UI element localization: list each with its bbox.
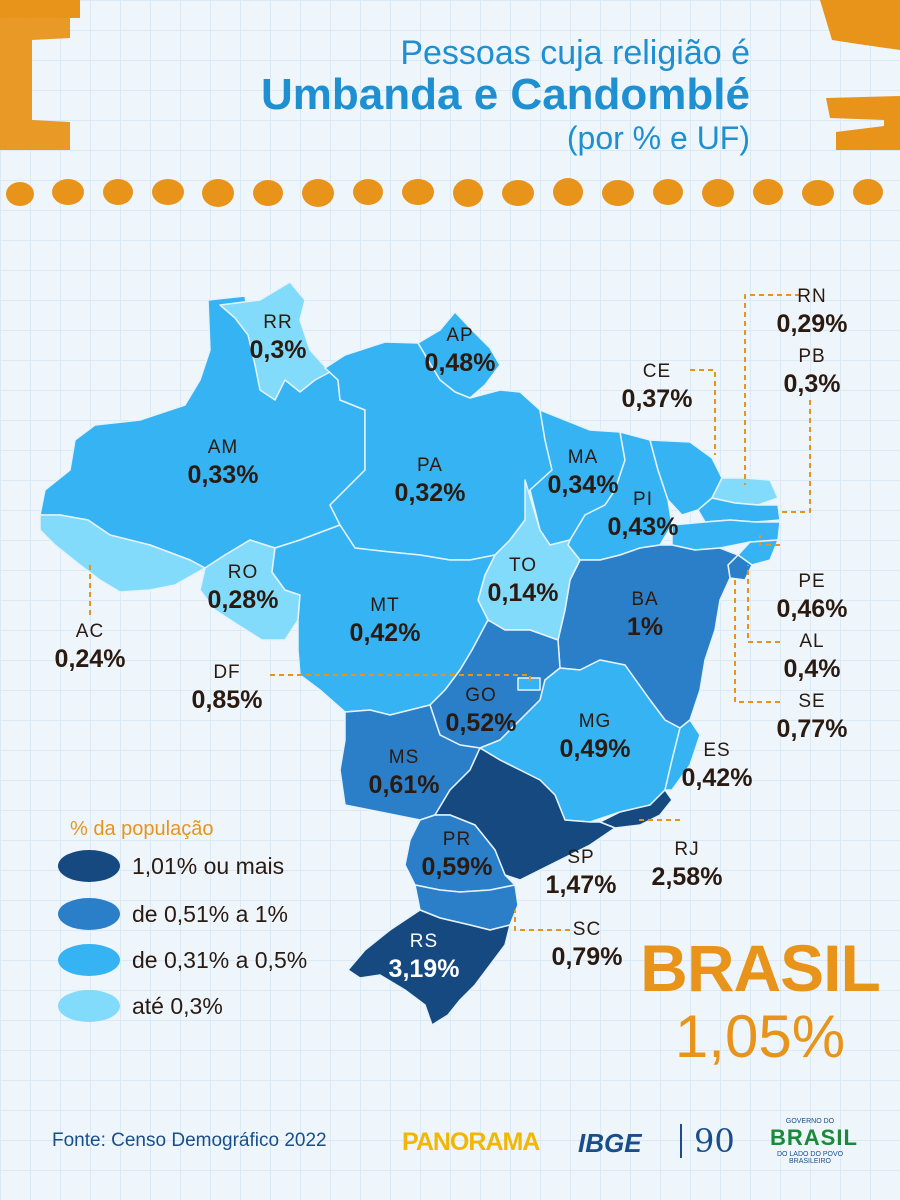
label-MA: MA 0,34% (547, 447, 619, 499)
label-AM: AM 0,33% (187, 437, 259, 489)
gov-logo-top: GOVERNO DO (785, 1118, 835, 1125)
ibge-logo: IBGE (578, 1128, 642, 1158)
label-AC: AC 0,24% (54, 621, 126, 673)
label-RS: RS 3,19% (388, 931, 460, 983)
gov-logo-main: BRASIL (770, 1125, 858, 1150)
legend-item-tier3: de 0,31% a 0,5% (58, 942, 307, 978)
legend-swatch (58, 898, 120, 930)
label-DF: DF 0,85% (191, 662, 263, 714)
legend-label: de 0,51% a 1% (132, 900, 289, 927)
source-note: Fonte: Censo Demográfico 2022 (52, 1130, 327, 1151)
legend-swatch (58, 850, 120, 882)
leader-lines (89, 294, 811, 931)
leader-DF (270, 674, 531, 684)
label-PR: PR 0,59% (421, 829, 493, 881)
leader-AL (747, 565, 780, 643)
panorama-logo: PANORAMA (402, 1128, 540, 1156)
legend-swatch (58, 990, 120, 1022)
label-TO: TO 0,14% (487, 555, 559, 607)
label-PE: PE 0,46% (776, 571, 848, 623)
label-GO: GO 0,52% (445, 685, 517, 737)
label-PB: PB 0,3% (783, 346, 841, 398)
brasil-value: 1,05% (674, 1003, 846, 1070)
label-SC: SC 0,79% (551, 919, 623, 971)
legend-item-tier1: 1,01% ou mais (58, 848, 284, 884)
label-SP: SP 1,47% (545, 847, 617, 899)
decorative-shapes (0, 0, 900, 207)
leader-SE (734, 578, 780, 703)
legend-title: % da população (70, 818, 214, 840)
label-MG: MG 0,49% (559, 711, 631, 763)
leader-CE (690, 369, 716, 455)
state-AL (737, 539, 779, 566)
label-ES: ES 0,42% (681, 740, 753, 792)
legend-item-tier4: até 0,3% (58, 988, 223, 1024)
label-CE: CE 0,37% (621, 361, 693, 413)
legend-item-tier2: de 0,51% a 1% (58, 896, 288, 932)
brasil-label: BRASIL (640, 931, 881, 1005)
title-line-2: Umbanda e Candomblé (261, 70, 750, 119)
leader-PE (759, 535, 780, 546)
anniversary-90-logo: 90 (694, 1122, 735, 1160)
state-AC (39, 514, 206, 593)
state-RR (219, 281, 331, 401)
label-AL: AL 0,4% (783, 631, 841, 683)
logo-divider (680, 1124, 682, 1158)
leader-RJ (639, 819, 680, 822)
label-RR: RR 0,3% (249, 312, 307, 364)
label-RJ: RJ 2,58% (651, 839, 723, 891)
leader-SC (514, 910, 570, 931)
state-ES (664, 719, 701, 791)
label-PI: PI 0,43% (607, 489, 679, 541)
decor-left-top (0, 0, 80, 18)
label-SE: SE 0,77% (776, 691, 848, 743)
leader-RN (744, 294, 800, 485)
legend-label: de 0,31% a 0,5% (132, 946, 308, 973)
label-MT: MT 0,42% (349, 595, 421, 647)
label-PA: PA 0,32% (394, 455, 466, 507)
decor-right-mid (826, 96, 900, 150)
gov-logo-tagline: DO LADO DO POVO BRASILEIRO (776, 1151, 844, 1165)
title-line-3: (por % e UF) (566, 120, 750, 156)
decor-dots-row (6, 178, 883, 207)
label-BA: BA 1% (626, 589, 664, 641)
label-AP: AP 0,48% (424, 325, 496, 377)
decor-left-bracket (0, 0, 70, 150)
governo-brasil-logo: GOVERNO DO BRASIL DO LADO DO POVO BRASIL… (770, 1118, 858, 1165)
legend-label: até 0,3% (132, 992, 223, 1019)
label-MS: MS 0,61% (368, 747, 440, 799)
decor-right-top (820, 0, 900, 50)
label-RN: RN 0,29% (776, 286, 848, 338)
title-line-1: Pessoas cuja religião é (400, 34, 750, 72)
state-DF (517, 677, 541, 691)
legend-swatch (58, 944, 120, 976)
state-RS (347, 909, 511, 1026)
legend-label: 1,01% ou mais (132, 852, 285, 879)
leader-PB (778, 400, 811, 513)
label-RO: RO 0,28% (207, 562, 279, 614)
